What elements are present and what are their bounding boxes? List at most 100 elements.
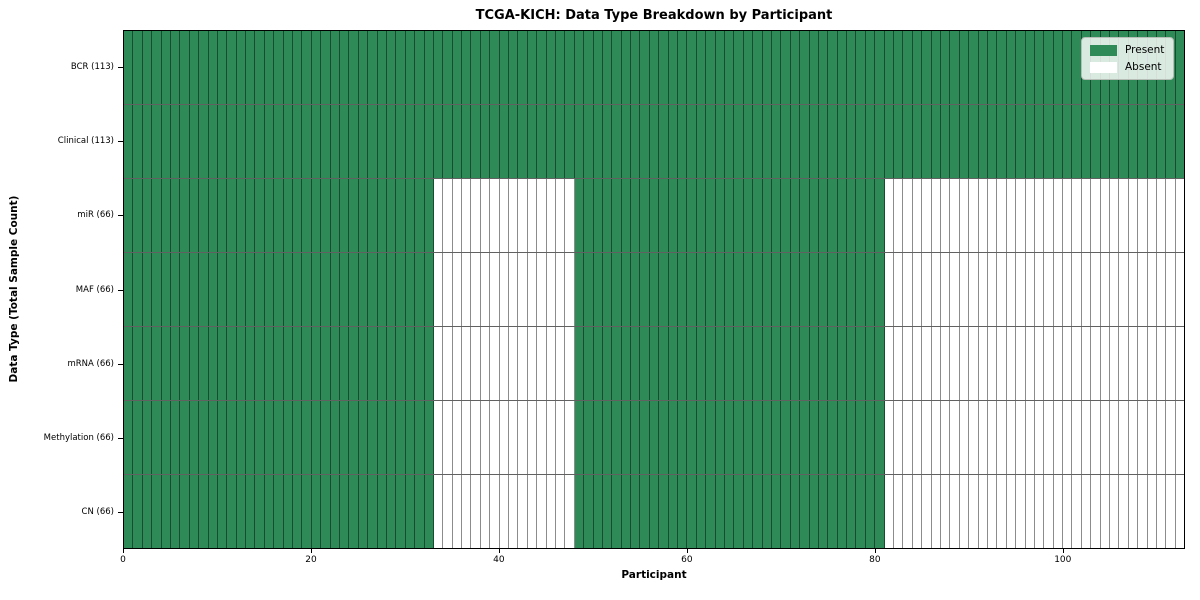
heatmap-cell [809,401,819,474]
heatmap-cell [255,475,265,548]
heatmap-cell [133,31,143,104]
heatmap-cell [405,105,416,178]
heatmap-cell [1063,327,1073,400]
heatmap-cell [612,31,622,104]
heatmap-cell [509,253,519,326]
heatmap-cell [462,105,472,178]
heatmap-cell [696,179,707,252]
legend-label-absent: Absent [1125,61,1162,73]
heatmap-cell [1119,401,1129,474]
heatmap-cell [659,475,669,548]
heatmap-cell [950,475,960,548]
heatmap-cell [358,31,369,104]
heatmap-cell [293,327,303,400]
heatmap-cell [1072,475,1082,548]
heatmap-cell [912,179,923,252]
plot-area [123,30,1185,549]
heatmap-cell [762,105,772,178]
heatmap-cell [800,105,810,178]
heatmap-cell [950,105,960,178]
heatmap-cell [715,475,725,548]
x-tick-mark [874,549,876,553]
heatmap-cell [1063,253,1073,326]
heatmap-cell [1156,327,1167,400]
heatmap-cell [931,253,941,326]
heatmap-cell [358,475,369,548]
heatmap-row-mRNA [124,327,1185,401]
heatmap-cell [734,105,744,178]
heatmap-cell [1044,327,1054,400]
heatmap-cell [349,327,359,400]
heatmap-cell [349,253,359,326]
heatmap-cell [302,475,312,548]
legend-item-present: Present [1090,44,1164,56]
heatmap-cell [264,327,275,400]
heatmap-cell [1044,253,1054,326]
heatmap-cell [762,31,772,104]
heatmap-cell [452,475,463,548]
heatmap-cell [790,475,801,548]
heatmap-cell [274,401,284,474]
heatmap-cell [555,475,566,548]
heatmap-cell [762,179,772,252]
heatmap-cell [894,179,904,252]
heatmap-cell [1091,179,1101,252]
heatmap-cell [743,31,754,104]
heatmap-cell [884,105,895,178]
heatmap-cell [649,179,660,252]
heatmap-cell [217,105,228,178]
heatmap-cell [527,475,538,548]
heatmap-cell [922,475,932,548]
heatmap-cell [462,179,472,252]
heatmap-cell [302,327,312,400]
heatmap-cell [358,401,369,474]
heatmap-cell [931,401,941,474]
heatmap-cell [828,31,838,104]
heatmap-cell [236,105,247,178]
heatmap-cell [283,105,294,178]
heatmap-cell [1100,327,1111,400]
heatmap-cell [499,327,510,400]
heatmap-cell [1128,475,1139,548]
heatmap-cell [987,401,998,474]
heatmap-cell [462,475,472,548]
y-tick-mark [118,67,123,69]
heatmap-cell [302,105,312,178]
heatmap-row-Clinical [124,105,1185,179]
heatmap-cell [894,31,904,104]
heatmap-cell [208,401,218,474]
heatmap-cell [274,179,284,252]
heatmap-cell [499,475,510,548]
heatmap-cell [264,253,275,326]
heatmap-cell [706,253,716,326]
heatmap-cell [612,253,622,326]
heatmap-cell [1053,31,1064,104]
heatmap-cell [480,179,491,252]
heatmap-cell [490,31,500,104]
heatmap-cell [875,475,885,548]
heatmap-cell [236,179,247,252]
heatmap-cell [377,179,387,252]
heatmap-cell [903,105,913,178]
heatmap-cell [837,475,848,548]
heatmap-cell [649,475,660,548]
heatmap-cell [574,253,585,326]
x-tick-label: 100 [1054,555,1072,565]
heatmap-cell [302,401,312,474]
heatmap-cell [696,253,707,326]
heatmap-cell [255,253,265,326]
heatmap-cell [518,327,528,400]
heatmap-cell [1016,401,1026,474]
heatmap-cell [321,31,331,104]
heatmap-cell [602,105,613,178]
heatmap-cell [255,105,265,178]
heatmap-cell [781,253,791,326]
heatmap-cell [997,327,1007,400]
heatmap-cell [527,179,538,252]
heatmap-cell [1053,179,1064,252]
heatmap-cell [499,31,510,104]
heatmap-cell [236,253,247,326]
heatmap-cell [865,327,876,400]
heatmap-cell [405,253,416,326]
heatmap-cell [311,31,322,104]
